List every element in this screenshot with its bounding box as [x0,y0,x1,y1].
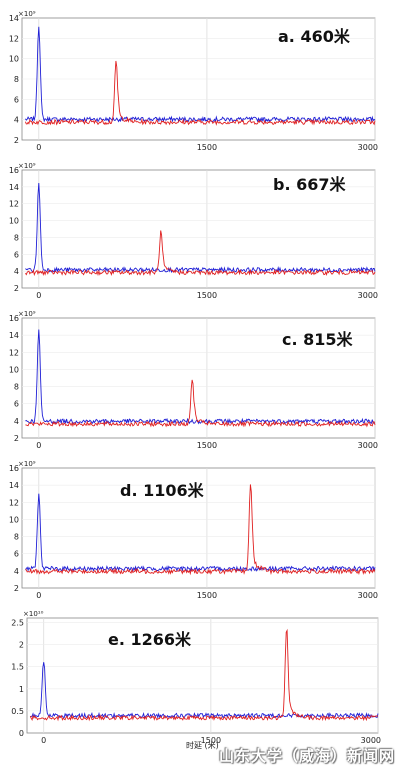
y-tick-label: 2 [14,434,19,443]
y-tick-label: 4 [14,116,19,125]
y-tick-label: 1.5 [11,663,24,672]
y-tick-label: 6 [14,400,19,409]
x-tick-label: 0 [36,591,41,600]
x-tick-label: 0 [36,291,41,300]
y-tick-label: 16 [9,314,19,323]
plot-area [21,317,376,439]
y-tick-label: 14 [9,14,19,23]
x-tick-label: 1500 [197,143,217,152]
y-tick-label: 12 [9,34,19,43]
x-tick-label: 3000 [358,143,378,152]
x-tick-label: 0 [36,143,41,152]
y-tick-label: 2 [14,284,19,293]
y-tick-label: 2 [14,584,19,593]
series-line-red [29,628,379,722]
series-line-red [25,230,376,277]
y-tick-label: 6 [14,550,19,559]
panel-title: a. 460米 [278,27,351,46]
y-tick-label: 2.5 [11,618,24,627]
chart-panel-e: 0 0.5 1 1.5 2 2.5 0 1500 3000 ×10¹⁰ e. 1266米 [11,610,381,745]
y-exponent-label: ×10⁹ [18,310,36,318]
y-exponent-label: ×10¹⁰ [23,610,44,618]
y-tick-label: 10 [9,55,19,64]
y-tick-label: 8 [14,533,19,542]
series-line-red [24,60,376,126]
x-tick-label: 3000 [358,591,378,600]
y-tick-label: 14 [9,331,19,340]
y-tick-label: 16 [9,464,19,473]
chart-panel-d: 2 4 6 8 10 12 14 16 0 1500 3000 ×10⁹ d. 1106米 [9,460,378,600]
y-tick-label: 4 [14,417,19,426]
chart-panel-c: 2 4 6 8 10 12 14 16 0 1500 3000 ×10⁹ c. 815米 [9,310,378,450]
x-tick-label: 3000 [358,441,378,450]
panel-title: b. 667米 [273,175,347,194]
y-tick-label: 0.5 [11,707,24,716]
y-tick-label: 10 [9,365,19,374]
y-tick-label: 10 [9,515,19,524]
chart-panel-b: 2 4 6 8 10 12 14 16 0 1500 3000 ×10⁹ b. 667米 [9,162,378,300]
y-tick-label: 12 [9,348,19,357]
series-line-blue [25,182,376,274]
watermark: 山东大学（威海）新闻网 [218,747,395,765]
y-tick-label: 8 [14,383,19,392]
y-tick-label: 6 [14,95,19,104]
x-axis-label: 时延 (米) [186,740,219,750]
x-tick-label: 0 [36,441,41,450]
y-tick-label: 12 [9,498,19,507]
x-tick-label: 0 [41,736,46,745]
x-tick-label: 1500 [197,291,217,300]
y-tick-label: 4 [14,267,19,276]
y-tick-label: 6 [14,250,19,259]
y-tick-label: 14 [9,183,19,192]
panel-title: c. 815米 [282,330,354,349]
y-tick-label: 0 [19,729,24,738]
series-line-red [25,379,376,428]
series-line-blue [25,329,376,425]
y-tick-label: 8 [14,233,19,242]
y-tick-label: 1 [19,685,24,694]
y-tick-label: 14 [9,481,19,490]
y-exponent-label: ×10⁹ [18,162,36,170]
y-tick-label: 2 [19,641,24,650]
y-tick-label: 2 [14,136,19,145]
x-tick-label: 1500 [197,441,217,450]
x-tick-label: 1500 [197,591,217,600]
chart-panel-a: 2 4 6 8 10 12 14 0 1500 3000 ×10⁹ a. 460米 [9,10,378,152]
y-tick-label: 4 [14,567,19,576]
x-tick-label: 3000 [358,291,378,300]
panel-title: e. 1266米 [108,630,192,649]
y-exponent-label: ×10⁹ [18,460,36,468]
y-tick-label: 12 [9,200,19,209]
series-line-red [25,484,376,576]
x-tick-label: 3000 [361,736,381,745]
x-tick-label: 1500 [201,736,221,745]
panel-title: d. 1106米 [120,481,205,500]
y-tick-label: 16 [9,166,19,175]
y-tick-label: 8 [14,75,19,84]
y-exponent-label: ×10⁹ [18,10,36,18]
y-tick-label: 10 [9,217,19,226]
